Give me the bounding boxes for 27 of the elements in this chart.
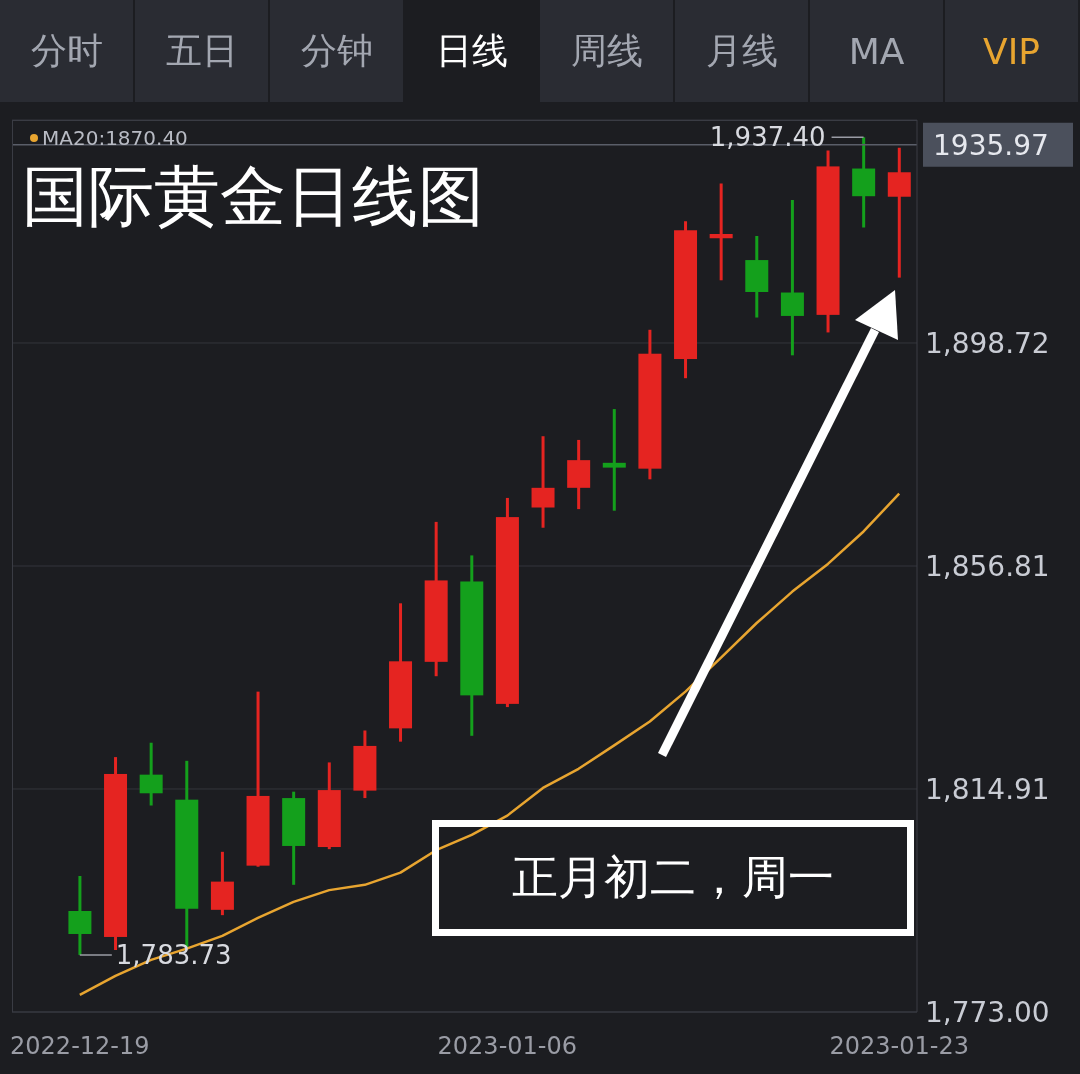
x-tick-label: 2023-01-23 (829, 1032, 969, 1060)
y-tick-label: 1,856.81 (925, 549, 1050, 583)
candlestick (602, 409, 626, 511)
y-tick-label: 1,814.91 (925, 772, 1050, 806)
y-tick-label: 1,898.72 (925, 326, 1050, 360)
candlestick (709, 183, 733, 281)
annotation: MA20:1870.40 (42, 126, 188, 150)
x-tick-label: 2023-01-06 (437, 1032, 578, 1060)
candlestick (780, 199, 804, 356)
text: 日线 (405, 0, 540, 102)
candlestick (531, 436, 555, 528)
x-tick-label: 2022-12-19 (10, 1032, 150, 1060)
candlestick (68, 875, 92, 955)
text: 国际黄金日线图 (22, 157, 484, 237)
ref-line-label: 1935.97 (933, 128, 1049, 162)
annotation: 1,937.40 (709, 122, 826, 153)
candlestick (139, 742, 163, 806)
line-series (78, 492, 901, 997)
text: VIP (945, 0, 1080, 102)
text: 月线 (675, 0, 810, 102)
text: MA (810, 0, 945, 102)
annotation: 正月初二，周一 (432, 820, 914, 936)
text: 五日 (135, 0, 270, 102)
text: 周线 (540, 0, 675, 102)
text: 分时 (0, 0, 135, 102)
text: 分钟 (270, 0, 405, 102)
y-tick-label: 1,773.00 (925, 995, 1050, 1029)
